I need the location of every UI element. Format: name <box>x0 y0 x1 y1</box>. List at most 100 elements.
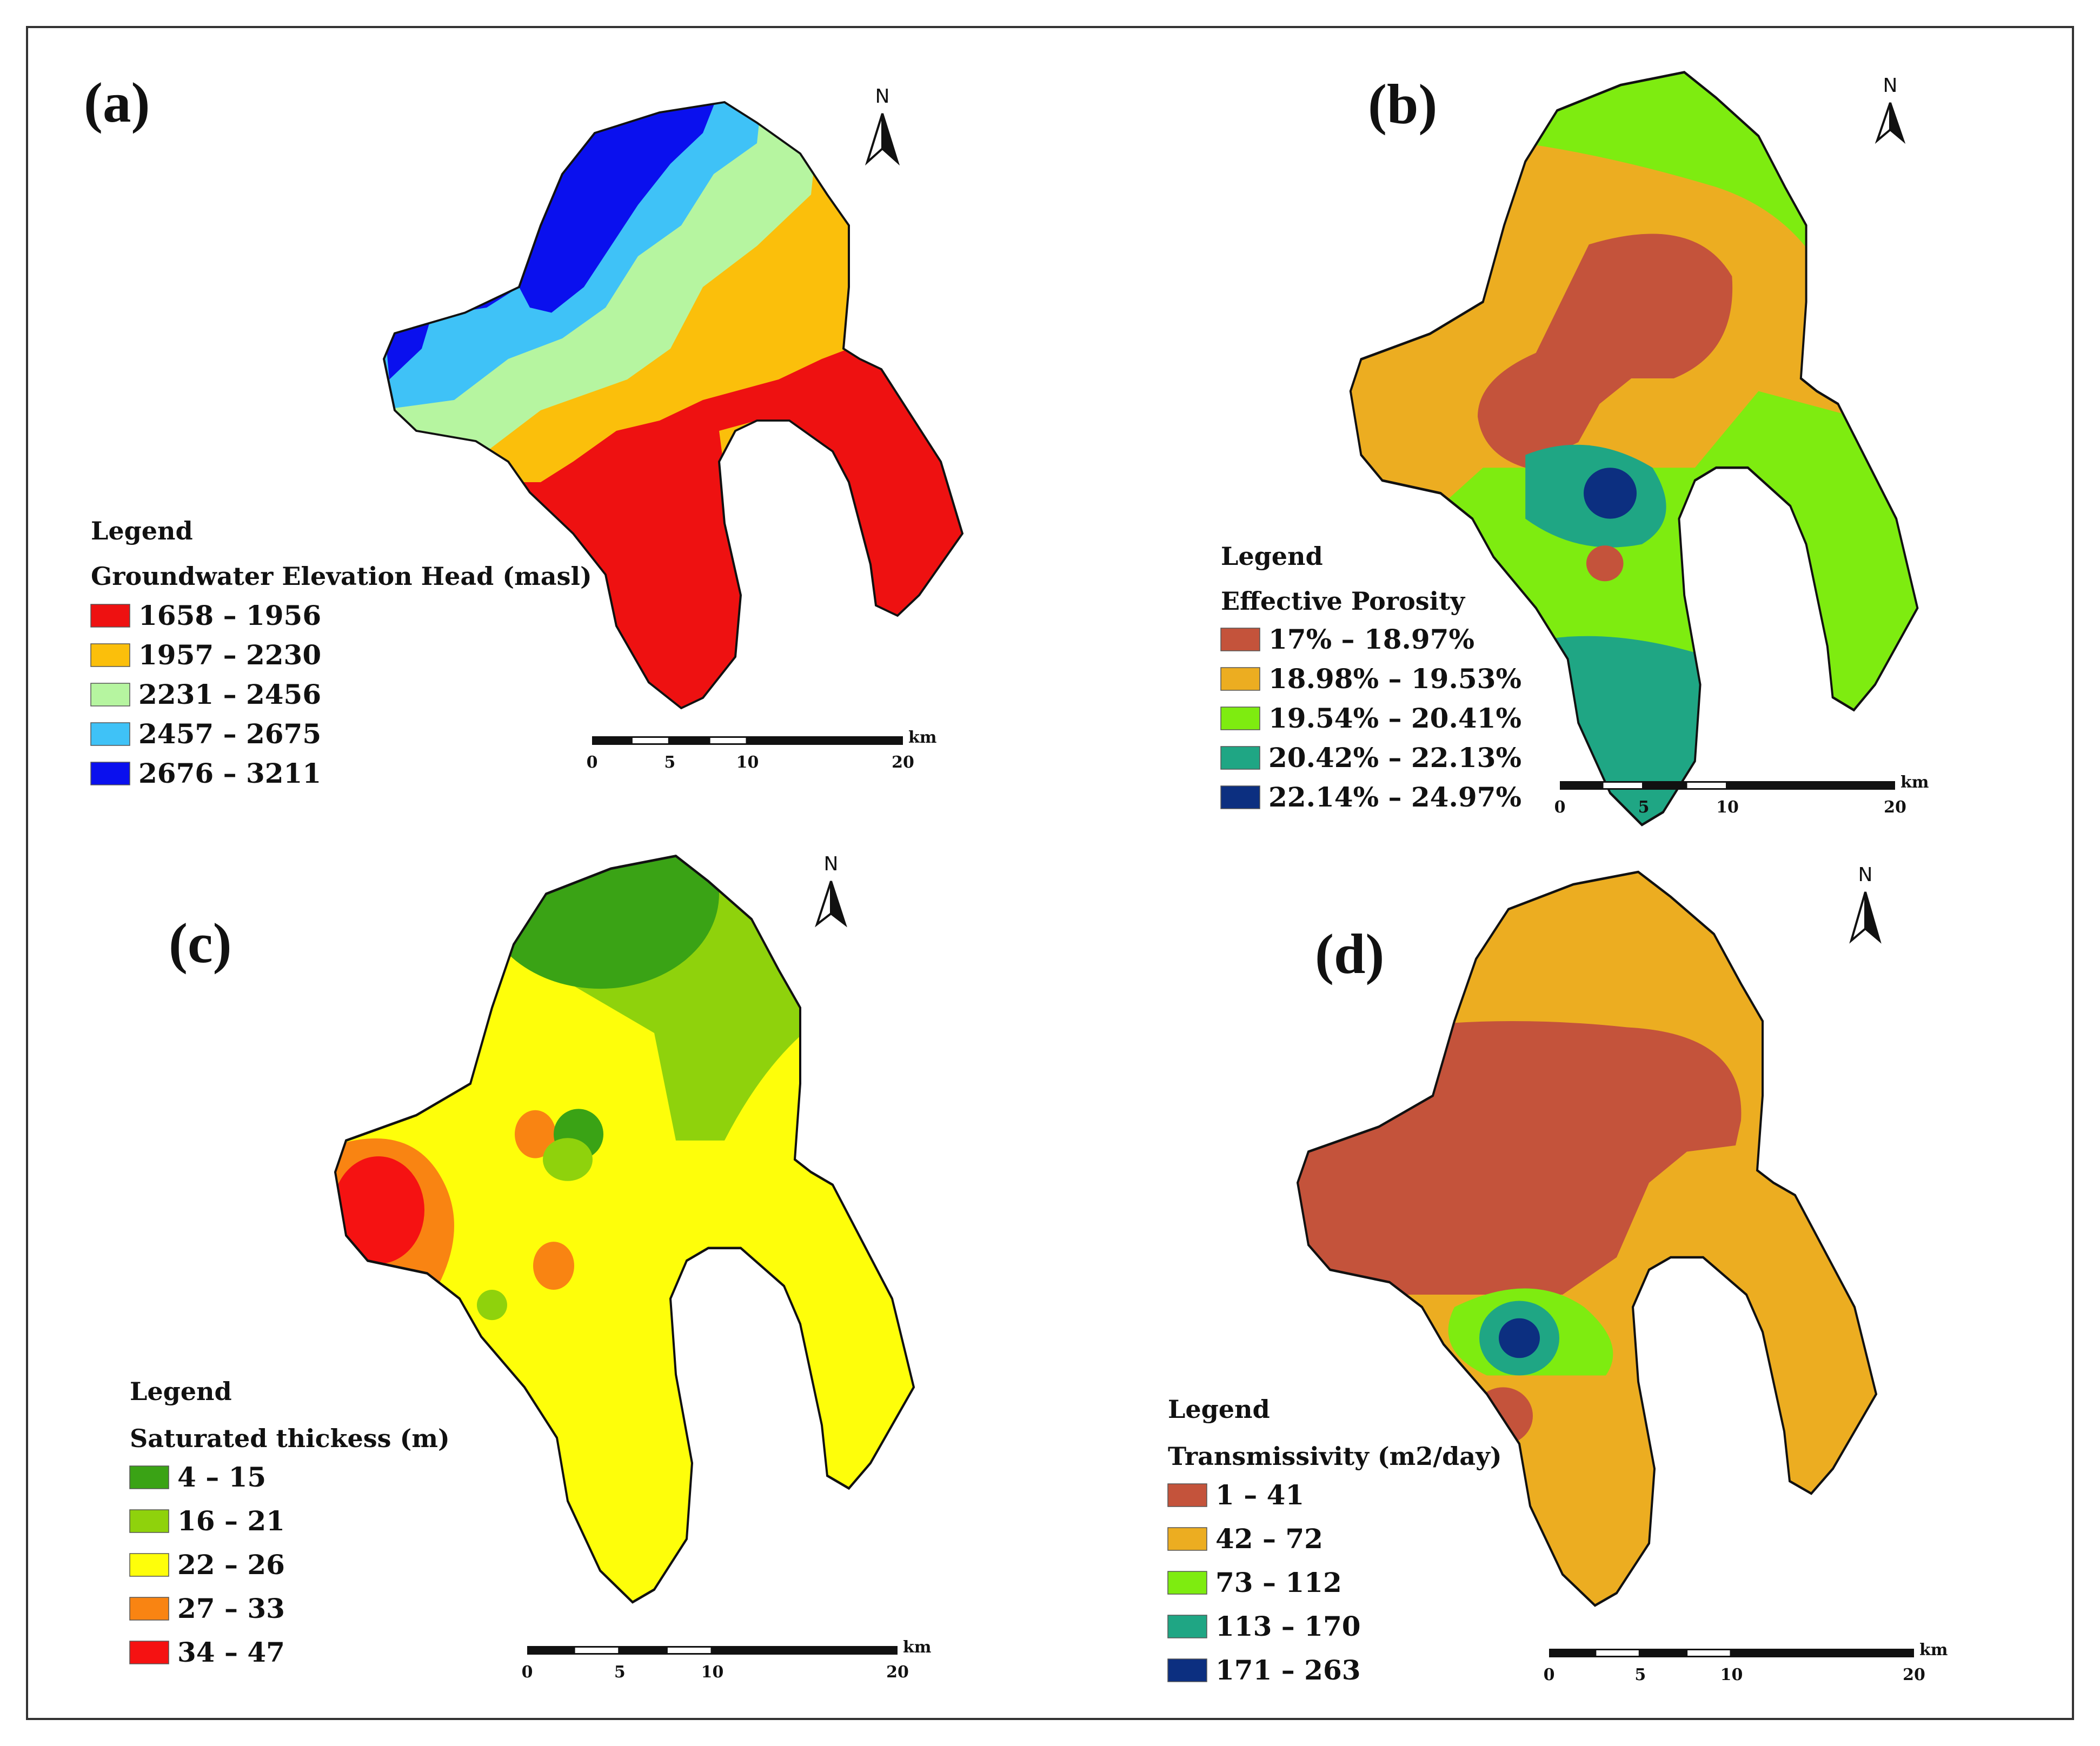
legend-label-b-2: 18.98% – 19.53% <box>1268 663 1521 695</box>
legend-label-a-5: 2676 – 3211 <box>138 757 321 789</box>
scale-bar-body-c <box>527 1646 898 1655</box>
legend-title-c: Saturated thickess (m) <box>130 1424 450 1453</box>
panel-label-c: (c) <box>169 911 232 975</box>
scale-tick-c-3: 10 <box>701 1663 724 1682</box>
scale-bar-a: 0 5 10 20 km <box>587 728 937 772</box>
scale-tick-b-3: 10 <box>1716 798 1739 817</box>
zone-c-green-spot <box>543 1138 593 1181</box>
north-label-b: N <box>1883 75 1898 97</box>
legend-a: Legend Groundwater Elevation Head (masl)… <box>90 516 592 789</box>
map-c <box>330 799 979 1665</box>
legend-title-b: Effective Porosity <box>1221 587 1465 616</box>
zone-c-darkgreen <box>481 856 719 989</box>
legend-swatch-b-3 <box>1220 707 1260 730</box>
legend-swatch-d-1 <box>1167 1483 1207 1507</box>
zone-d-brown-spot <box>1473 1387 1533 1445</box>
scale-bar-segment-a-1 <box>632 738 668 743</box>
legend-swatch-b-1 <box>1220 628 1260 651</box>
north-label-d: N <box>1858 864 1873 886</box>
scale-bar-segment-a-2 <box>710 738 746 743</box>
legend-swatch-c-5 <box>129 1641 169 1664</box>
legend-b: Legend Effective Porosity 17% – 18.97% 18… <box>1220 542 1521 813</box>
legend-swatch-d-2 <box>1167 1527 1207 1551</box>
legend-label-c-5: 34 – 47 <box>177 1636 285 1668</box>
zone-c-orange-spot2 <box>533 1242 574 1290</box>
zone-c-green-spot2 <box>477 1290 507 1321</box>
zone-c-orange-spot1 <box>515 1110 556 1158</box>
scale-tick-a-3: 10 <box>736 753 759 772</box>
scale-tick-b-4: 20 <box>1884 798 1906 817</box>
scale-bar-body-a <box>592 736 903 745</box>
legend-d: Legend Transmissivity (m2/day) 1 – 41 42 … <box>1167 1395 1502 1686</box>
legend-label-d-2: 42 – 72 <box>1215 1523 1323 1555</box>
zone-b-navy <box>1584 468 1637 519</box>
legend-label-b-4: 20.42% – 22.13% <box>1268 742 1521 774</box>
legend-c: Legend Saturated thickess (m) 4 – 15 16 –… <box>129 1377 450 1668</box>
north-arrow-c: N <box>815 853 847 928</box>
scale-tick-c-2: 5 <box>614 1663 626 1682</box>
legend-label-c-1: 4 – 15 <box>177 1461 266 1493</box>
zone-b-brown-spot <box>1586 545 1624 582</box>
panel-b: (b) N Legend Effective Porosity 17% – 18… <box>1220 59 1929 889</box>
legend-label-a-1: 1658 – 1956 <box>138 599 321 631</box>
legend-label-d-1: 1 – 41 <box>1215 1479 1304 1511</box>
scale-bar-segment-b-2 <box>1687 783 1726 788</box>
legend-swatch-d-3 <box>1167 1571 1207 1595</box>
legend-title-d: Transmissivity (m2/day) <box>1168 1442 1502 1471</box>
zone-d-navy <box>1499 1318 1540 1358</box>
legend-swatch-b-2 <box>1220 667 1260 691</box>
north-arrow-a: N <box>865 85 900 166</box>
scale-tick-d-1: 0 <box>1544 1665 1555 1684</box>
legend-label-a-3: 2231 – 2456 <box>138 678 321 710</box>
panel-label-a: (a) <box>84 71 150 134</box>
north-arrow-b: N <box>1875 75 1906 144</box>
legend-label-a-2: 1957 – 2230 <box>138 639 321 671</box>
scale-tick-a-2: 5 <box>664 753 675 772</box>
zone-c-red <box>335 1156 424 1264</box>
figure-frame <box>26 26 2074 1720</box>
scale-bar-d: 0 5 10 20 km <box>1544 1641 1948 1684</box>
legend-swatch-c-1 <box>129 1465 169 1489</box>
legend-swatch-a-4 <box>90 722 130 746</box>
panel-label-d: (d) <box>1315 922 1384 985</box>
scale-unit-b: km <box>1900 773 1929 792</box>
scale-tick-d-3: 10 <box>1720 1665 1743 1684</box>
legend-title-a: Groundwater Elevation Head (masl) <box>91 562 592 591</box>
legend-swatch-a-5 <box>90 762 130 785</box>
legend-label-d-3: 73 – 112 <box>1215 1567 1342 1598</box>
legend-swatch-d-5 <box>1167 1658 1207 1682</box>
legend-swatch-d-4 <box>1167 1615 1207 1638</box>
scale-tick-b-2: 5 <box>1638 798 1650 817</box>
legend-swatch-c-4 <box>129 1597 169 1621</box>
legend-swatch-b-4 <box>1220 746 1260 770</box>
panel-d: (d) N Legend Transmissivity (m2/day) 1 –… <box>1167 859 1948 1686</box>
scale-tick-d-4: 20 <box>1903 1665 1925 1684</box>
north-arrow-d: N <box>1849 864 1882 944</box>
legend-label-c-2: 16 – 21 <box>177 1505 285 1537</box>
legend-heading-c: Legend <box>130 1377 232 1406</box>
legend-swatch-b-5 <box>1220 785 1260 809</box>
zone-b-teal-south <box>1493 636 1717 825</box>
scale-bar-segment-d-1 <box>1596 1650 1639 1656</box>
map-d <box>1292 859 1941 1668</box>
panel-c: (c) N Legend Saturated thickess (m) 4 – … <box>129 799 979 1682</box>
scale-bar-segment-b-1 <box>1603 783 1642 788</box>
legend-swatch-a-1 <box>90 604 130 628</box>
scale-tick-c-1: 0 <box>522 1663 533 1682</box>
scale-bar-c: 0 5 10 20 km <box>522 1638 932 1682</box>
scale-bar-segment-d-2 <box>1687 1650 1730 1656</box>
legend-swatch-c-3 <box>129 1553 169 1577</box>
scale-tick-b-1: 0 <box>1554 798 1566 817</box>
scale-tick-c-4: 20 <box>886 1663 909 1682</box>
north-label-c: N <box>824 853 839 875</box>
legend-swatch-a-2 <box>90 643 130 667</box>
legend-swatch-a-3 <box>90 683 130 707</box>
panel-a: (a) N Legend Groundwater Elevation Head … <box>84 71 963 789</box>
scale-bar-segment-c-2 <box>667 1648 711 1653</box>
legend-label-b-1: 17% – 18.97% <box>1268 623 1474 655</box>
scale-bar-body-d <box>1549 1649 1914 1657</box>
north-label-a: N <box>875 85 890 108</box>
scale-unit-a: km <box>908 728 937 747</box>
legend-label-c-4: 27 – 33 <box>177 1592 285 1624</box>
